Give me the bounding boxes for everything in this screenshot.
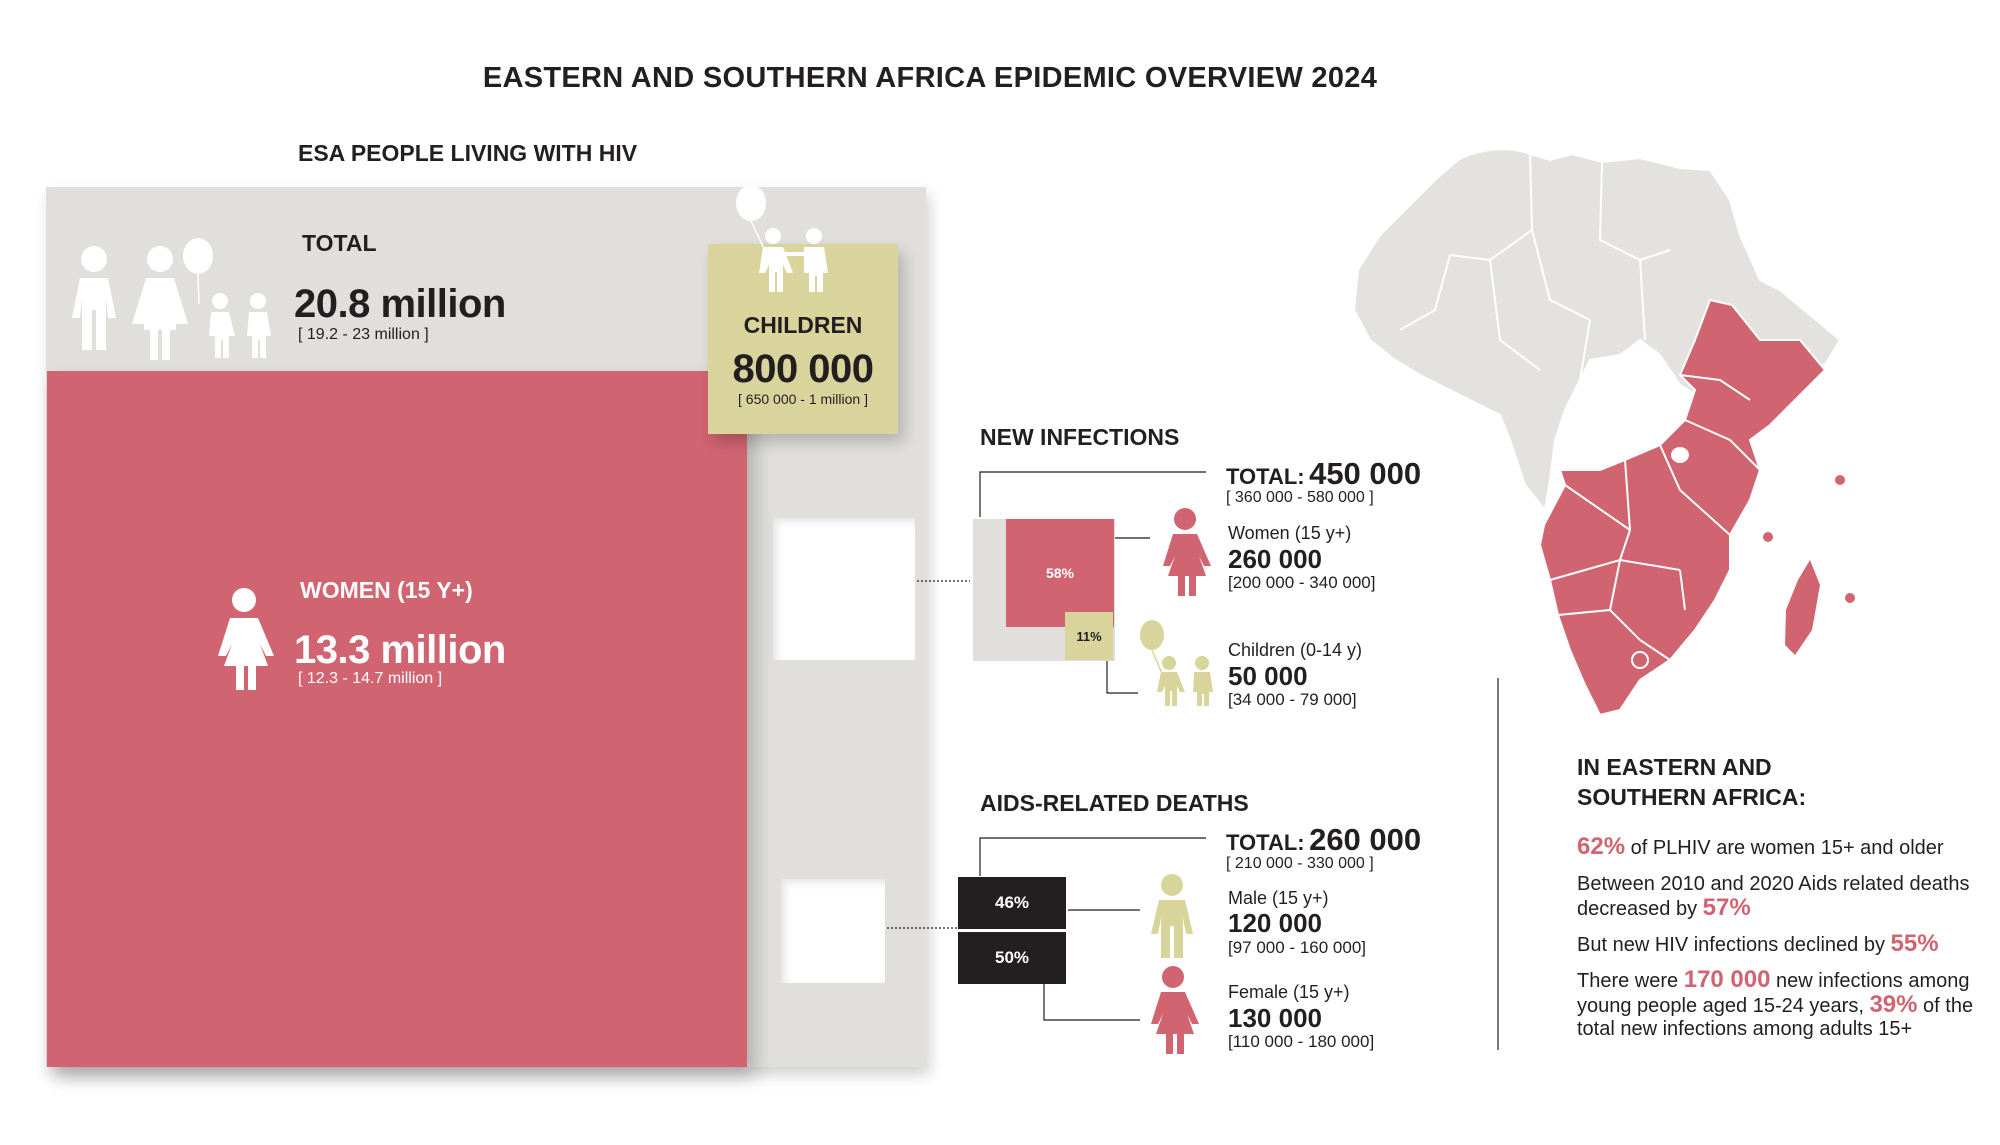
deaths-female-bar: 50% (958, 932, 1066, 984)
deaths-female-label: Female (15 y+) (1228, 982, 1350, 1002)
fact-2-text: Between 2010 and 2020 Aids related death… (1577, 873, 1970, 920)
new-infections-total-value: 450 000 (1309, 456, 1422, 491)
girl-icon (1151, 966, 1199, 1054)
deaths-scale-square (781, 879, 885, 983)
plhiv-children-value: 800 000 (732, 347, 874, 391)
fact-1-text: of PLHIV are women 15+ and older (1625, 837, 1944, 859)
new-infections-children-square: 11% (1065, 612, 1113, 660)
fact-4-text-2: new infections among young people aged 1… (1577, 970, 1970, 1017)
new-infections-women-range: [200 000 - 340 000] (1228, 573, 1376, 592)
new-infections-women-value: 260 000 (1228, 544, 1322, 574)
page-title: EASTERN AND SOUTHERN AFRICA EPIDEMIC OVE… (482, 62, 1378, 94)
fact-1: 62% of PLHIV are women 15+ and older (1577, 835, 1997, 860)
deaths-heading: AIDS-RELATED DEATHS (980, 790, 1249, 816)
new-infections-children-range: [34 000 - 79 000] (1228, 690, 1357, 709)
fact-4-text-1: There were (1577, 970, 1684, 992)
deaths-male-bar: 46% (958, 877, 1066, 929)
africa-map-icon (1352, 148, 1855, 717)
plhiv-total-range: [ 19.2 - 23 million ] (298, 326, 429, 343)
plhiv-women-label: WOMEN (15 Y+) (300, 577, 473, 603)
plhiv-heading: ESA PEOPLE LIVING WITH HIV (298, 140, 638, 166)
fact-4-highlight-1: 170 000 (1683, 966, 1771, 993)
fact-3-text: But new HIV infections declined by (1577, 934, 1891, 956)
deaths-female-value: 130 000 (1228, 1003, 1322, 1033)
fact-3-highlight: 55% (1890, 930, 1939, 957)
fact-1-highlight: 62% (1577, 833, 1626, 860)
new-infections-total-label: TOTAL: (1226, 464, 1305, 489)
facts-heading-line2: SOUTHERN AFRICA: (1577, 784, 1807, 810)
new-infections-women-label: Women (15 y+) (1228, 523, 1352, 543)
fact-2-highlight: 57% (1702, 894, 1751, 921)
plhiv-children-range: [ 650 000 - 1 million ] (738, 391, 868, 407)
new-infections-children-value: 50 000 (1228, 661, 1308, 691)
fact-2: Between 2010 and 2020 Aids related death… (1577, 873, 1997, 921)
woman-icon (218, 588, 274, 690)
facts-heading-line1: IN EASTERN AND (1577, 754, 1772, 780)
plhiv-women-value: 13.3 million (294, 628, 506, 672)
deaths-total: TOTAL: 260 000 (1226, 822, 1421, 858)
plhiv-women-range: [ 12.3 - 14.7 million ] (298, 670, 443, 687)
facts-heading: IN EASTERN AND SOUTHERN AFRICA: (1577, 752, 1806, 812)
new-infections-total-range: [ 360 000 - 580 000 ] (1226, 489, 1374, 506)
deaths-total-value: 260 000 (1309, 822, 1422, 857)
deaths-male-label: Male (15 y+) (1228, 888, 1329, 908)
new-infections-total: TOTAL: 450 000 (1226, 456, 1421, 492)
children-balloon-icon (736, 185, 828, 292)
deaths-total-range: [ 210 000 - 330 000 ] (1226, 855, 1374, 872)
deaths-male-range: [97 000 - 160 000] (1228, 938, 1367, 957)
new-infections-children-label: Children (0-14 y) (1228, 640, 1363, 660)
fact-4-highlight-2: 39% (1869, 991, 1918, 1018)
family-icon (72, 238, 271, 360)
new-infections-heading: NEW INFECTIONS (980, 424, 1180, 450)
children-balloon-icon (1140, 620, 1213, 706)
fact-4: There were 170 000 new infections among … (1577, 968, 1997, 1041)
girl-icon (1163, 508, 1211, 596)
fact-3: But new HIV infections declined by 55% (1577, 932, 1997, 957)
new-infections-women-square: 58% (1006, 519, 1114, 627)
plhiv-total-value: 20.8 million (294, 282, 506, 326)
deaths-female-range: [110 000 - 180 000] (1228, 1032, 1375, 1051)
deaths-total-label: TOTAL: (1226, 830, 1305, 855)
plhiv-children-box (708, 244, 898, 434)
man-icon (1151, 874, 1193, 958)
new-infections-scale-square (773, 518, 915, 660)
plhiv-women-box (47, 371, 747, 1067)
plhiv-children-label: CHILDREN (743, 312, 863, 338)
deaths-male-value: 120 000 (1228, 908, 1322, 938)
plhiv-total-label: TOTAL (302, 230, 377, 256)
fact-4-text-3: of the total new infections among adults… (1577, 995, 1974, 1040)
